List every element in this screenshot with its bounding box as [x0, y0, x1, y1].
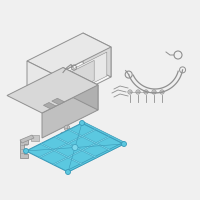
Polygon shape	[40, 143, 83, 165]
Polygon shape	[53, 136, 110, 165]
Polygon shape	[20, 135, 34, 143]
Polygon shape	[54, 136, 97, 158]
Circle shape	[24, 148, 29, 154]
Polygon shape	[68, 129, 111, 151]
Polygon shape	[43, 102, 56, 109]
Polygon shape	[59, 52, 107, 100]
Polygon shape	[83, 33, 111, 77]
Polygon shape	[72, 60, 94, 92]
Circle shape	[152, 90, 156, 94]
Polygon shape	[82, 121, 124, 144]
Circle shape	[72, 144, 78, 150]
Circle shape	[122, 142, 127, 146]
Circle shape	[128, 90, 132, 94]
Polygon shape	[42, 85, 98, 138]
Bar	[31, 135, 39, 141]
Polygon shape	[63, 68, 98, 110]
Circle shape	[136, 90, 140, 94]
Polygon shape	[52, 98, 64, 105]
Polygon shape	[39, 129, 96, 158]
Circle shape	[69, 129, 75, 135]
Polygon shape	[26, 123, 124, 172]
Polygon shape	[7, 68, 98, 113]
Circle shape	[144, 90, 148, 94]
Polygon shape	[55, 47, 111, 105]
Polygon shape	[68, 142, 124, 172]
Polygon shape	[27, 33, 111, 75]
Circle shape	[66, 170, 70, 174]
Circle shape	[160, 90, 164, 94]
Circle shape	[64, 125, 70, 131]
Polygon shape	[27, 61, 55, 105]
Circle shape	[80, 120, 84, 126]
Polygon shape	[20, 140, 28, 158]
Circle shape	[60, 132, 66, 138]
